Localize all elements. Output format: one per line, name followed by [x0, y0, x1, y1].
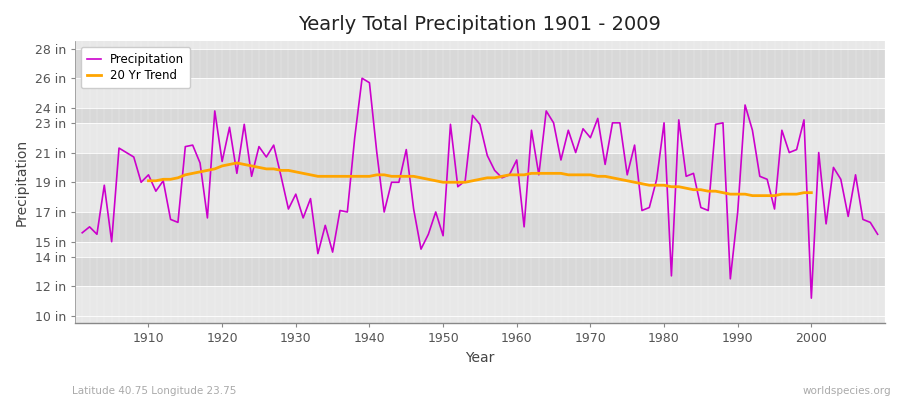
- 20 Yr Trend: [534, 171, 544, 176]
- 20 Yr Trend: [143, 178, 154, 183]
- 20 Yr Trend: [305, 172, 316, 177]
- Bar: [75, 78, 885, 108]
- Line: Precipitation: Precipitation: [82, 78, 878, 298]
- Precipitation: [511, 158, 522, 162]
- Bar: [75, 286, 885, 316]
- Y-axis label: Precipitation: Precipitation: [15, 139, 29, 226]
- X-axis label: Year: Year: [465, 351, 495, 365]
- Line: 20 Yr Trend: 20 Yr Trend: [148, 163, 811, 196]
- Precipitation: [136, 180, 147, 185]
- Precipitation: [608, 120, 618, 125]
- Bar: [75, 108, 885, 123]
- 20 Yr Trend: [747, 193, 758, 198]
- Precipitation: [872, 232, 883, 237]
- 20 Yr Trend: [224, 162, 235, 167]
- Legend: Precipitation, 20 Yr Trend: Precipitation, 20 Yr Trend: [81, 47, 190, 88]
- Precipitation: [518, 224, 529, 229]
- 20 Yr Trend: [231, 160, 242, 165]
- Bar: [75, 212, 885, 242]
- Precipitation: [76, 230, 87, 235]
- 20 Yr Trend: [806, 190, 816, 195]
- Precipitation: [806, 296, 816, 300]
- Bar: [75, 152, 885, 182]
- Title: Yearly Total Precipitation 1901 - 2009: Yearly Total Precipitation 1901 - 2009: [299, 15, 662, 34]
- Precipitation: [342, 210, 353, 214]
- 20 Yr Trend: [710, 189, 721, 194]
- 20 Yr Trend: [798, 190, 809, 195]
- Bar: [75, 256, 885, 286]
- Bar: [75, 242, 885, 256]
- Bar: [75, 123, 885, 152]
- Text: Latitude 40.75 Longitude 23.75: Latitude 40.75 Longitude 23.75: [72, 386, 237, 396]
- Precipitation: [298, 216, 309, 220]
- Bar: [75, 48, 885, 78]
- Precipitation: [356, 76, 367, 81]
- Bar: [75, 182, 885, 212]
- 20 Yr Trend: [320, 174, 330, 179]
- Text: worldspecies.org: worldspecies.org: [803, 386, 891, 396]
